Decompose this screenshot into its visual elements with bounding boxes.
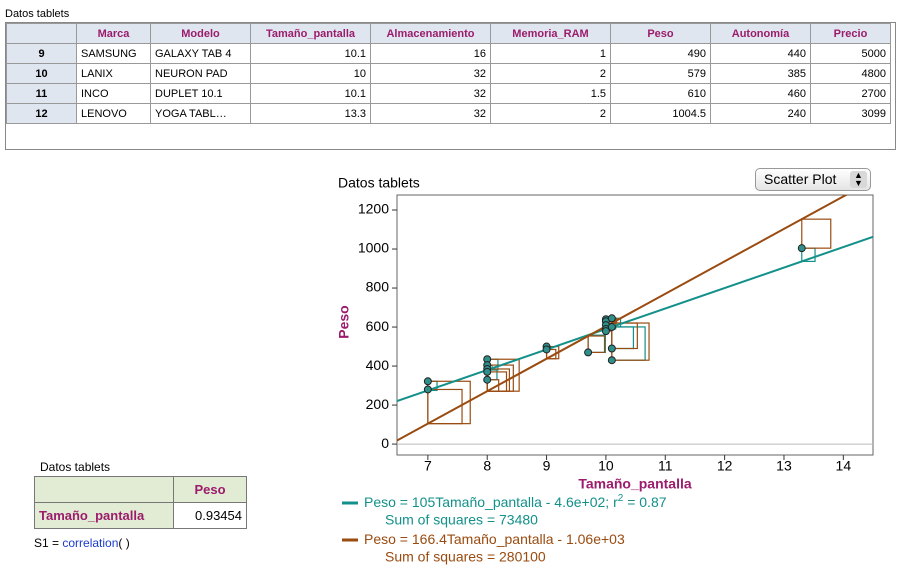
x-tick-label: 10: [598, 458, 614, 474]
y-tick-label: 600: [366, 318, 390, 334]
point: [601, 327, 610, 336]
column-header: Almacenamiento: [370, 23, 491, 44]
formula-prefix: S1 =: [34, 536, 63, 550]
equation-text: Peso = 105Tamaño_pantalla - 4.6e+02; r: [364, 494, 618, 510]
table: Marca Modelo Tamaño_pantalla Almacenamiento…: [6, 23, 891, 124]
point: [423, 377, 432, 386]
point: [797, 244, 806, 253]
sum-of-squares: Sum of squares = 280100: [385, 549, 546, 565]
point: [607, 356, 616, 365]
cell-value: 0.93454: [173, 502, 247, 529]
cell: NEURON PAD: [150, 63, 251, 84]
equation-text: Peso = 166.4Tamaño_pantalla - 1.06e+03: [364, 531, 625, 547]
x-axis-label: Tamaño_pantalla: [578, 476, 692, 492]
residual-square: [587, 335, 606, 354]
y-axis-label: Peso: [336, 305, 352, 338]
y-tick-label: 0: [381, 435, 389, 451]
table-title: Datos tablets: [5, 8, 70, 20]
x-tick-label: 8: [483, 458, 491, 474]
cell: 1004.5: [610, 103, 711, 124]
cell: DUPLET 10.1: [150, 83, 251, 104]
formula: S1 = correlation( ): [34, 536, 130, 550]
chart-title: Datos tablets: [338, 175, 420, 191]
cell: LENOVO: [76, 103, 151, 124]
column-header: Modelo: [150, 23, 251, 44]
row-index: 12: [6, 103, 77, 124]
residual-square: [427, 388, 463, 425]
y-tick-label: 1200: [358, 201, 389, 217]
table-title: Datos tablets: [40, 460, 111, 474]
column-header: Peso: [173, 476, 247, 503]
point: [584, 348, 593, 357]
cell: YOGA TABL…: [150, 103, 251, 124]
x-tick-label: 13: [776, 458, 792, 474]
column-header: Autonomía: [710, 23, 811, 44]
plot-type-dropdown[interactable]: Scatter Plot ▲ ▼: [755, 168, 871, 191]
y-tick-label: 1000: [358, 240, 389, 256]
equation-text: = 0.87: [623, 494, 666, 510]
summary-table: Peso Tamaño_pantalla 0.93454: [34, 476, 247, 529]
plot-frame: [396, 194, 874, 456]
cell: SAMSUNG: [76, 43, 151, 64]
cell: 13.3: [250, 103, 371, 124]
table-row: 9 SAMSUNG GALAXY TAB 4 10.1 16 1 490 440 5000: [6, 43, 891, 64]
regression-line: [397, 235, 873, 403]
x-tick-label: 11: [658, 458, 673, 474]
dropdown-label: Scatter Plot: [764, 171, 837, 187]
plot-area: [397, 195, 873, 445]
row-header: Tamaño_pantalla: [34, 502, 174, 529]
x-tick-label: 14: [836, 458, 852, 474]
x-tick-label: 9: [543, 458, 551, 474]
point: [483, 375, 492, 384]
header-row: Marca Modelo Tamaño_pantalla Almacenamiento…: [6, 23, 891, 44]
point: [542, 345, 551, 354]
cell: 2: [490, 103, 611, 124]
y-tick-label: 400: [366, 357, 390, 373]
residual-square: [801, 218, 832, 249]
column-header: Precio: [810, 23, 891, 44]
regression-line: [397, 195, 849, 442]
column-header: Memoria_RAM: [490, 23, 611, 44]
column-header: Tamaño_pantalla: [250, 23, 371, 44]
residual-square: [611, 322, 650, 361]
point: [607, 314, 616, 323]
x-tick-label: 12: [717, 458, 733, 474]
y-tick-label: 200: [366, 396, 390, 412]
formula-args: ( ): [118, 536, 130, 550]
table-row: 12 LENOVO YOGA TABL… 13.3 32 2 1004.5 240 3099: [6, 103, 891, 124]
point: [423, 385, 432, 394]
equation-superscript: 2: [618, 493, 624, 504]
dropdown-arrows[interactable]: ▲ ▼: [850, 171, 867, 188]
data-table: Marca Modelo Tamaño_pantalla Almacenamiento…: [5, 22, 896, 150]
point: [607, 344, 616, 353]
row-index: 10: [6, 63, 77, 84]
cell: 3099: [810, 103, 891, 124]
cell: GALAXY TAB 4: [150, 43, 251, 64]
legend-equation: Peso = 166.4Tamaño_pantalla - 1.06e+03: [364, 531, 625, 547]
x-tick-label: 7: [424, 458, 432, 474]
sum-of-squares: Sum of squares = 73480: [385, 512, 538, 528]
formula-function: correlation: [62, 536, 119, 550]
y-tick-label: 800: [366, 279, 390, 295]
point: [607, 323, 616, 332]
point: [483, 367, 492, 376]
table-row: 11 INCO DUPLET 10.1 10.1 32 1.5 610 460 2700: [6, 83, 891, 104]
legend-equation: Peso = 105Tamaño_pantalla - 4.6e+02; r2 …: [364, 493, 667, 510]
column-header: Marca: [76, 23, 151, 44]
